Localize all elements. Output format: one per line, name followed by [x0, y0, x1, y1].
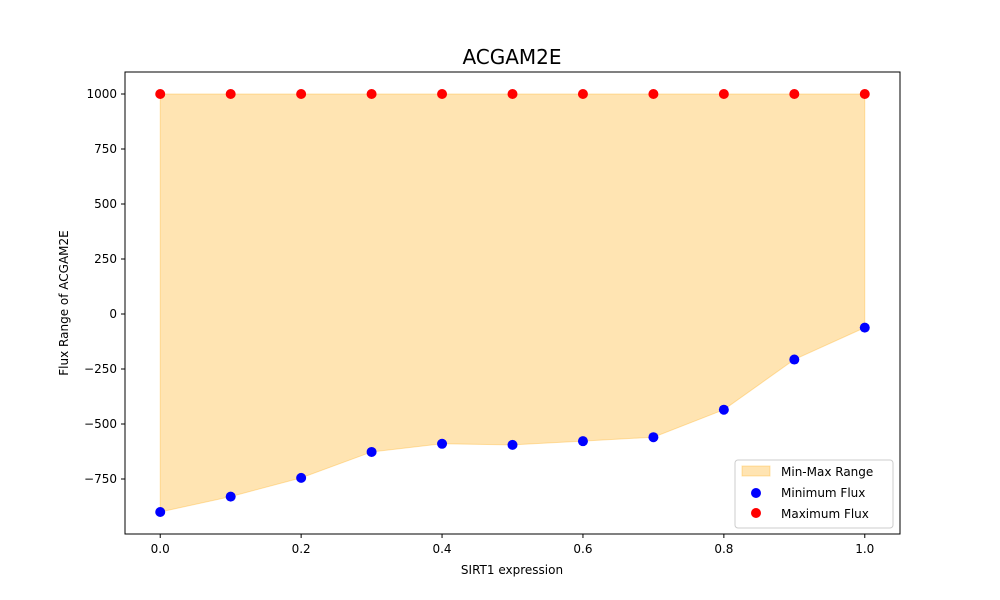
min-flux-point: [155, 507, 166, 517]
max-flux-point: [789, 89, 800, 99]
legend-label-range: Min-Max Range: [781, 465, 873, 479]
x-axis-label: SIRT1 expression: [461, 563, 563, 577]
y-tick-label: 1000: [86, 87, 117, 101]
y-tick-label: −500: [84, 417, 117, 431]
max-flux-point: [577, 89, 588, 99]
max-flux-point: [507, 89, 518, 99]
legend: Min-Max Range Minimum Flux Maximum Flux: [734, 459, 894, 529]
x-tick-label: 0.0: [151, 542, 170, 556]
min-flux-point: [507, 439, 518, 450]
min-flux-point: [859, 322, 870, 333]
x-tick-label: 1.0: [855, 542, 874, 556]
min-flux-point: [577, 436, 588, 447]
x-tick-label: 0.8: [714, 542, 733, 556]
max-flux-point: [648, 89, 659, 99]
y-tick-label: 750: [94, 142, 117, 156]
legend-swatch-range: [741, 465, 771, 477]
legend-label-max: Maximum Flux: [781, 507, 869, 521]
x-axis-ticks: 0.0 0.2 0.4 0.6 0.8 1.0: [151, 534, 874, 556]
min-flux-point: [648, 432, 659, 443]
points-layer: [155, 89, 870, 517]
legend-marker-min: [751, 488, 761, 498]
legend-marker-max: [751, 508, 761, 518]
chart-title: ACGAM2E: [462, 45, 561, 69]
max-flux-point: [366, 89, 377, 99]
max-flux-point: [437, 89, 448, 99]
x-tick-label: 0.6: [573, 542, 592, 556]
min-flux-point: [718, 404, 729, 415]
min-flux-point: [296, 472, 307, 483]
min-flux-point: [225, 491, 236, 502]
plot-frame: [124, 71, 901, 535]
y-tick-label: 250: [94, 252, 117, 266]
max-flux-point: [155, 89, 166, 99]
min-flux-point: [437, 438, 448, 449]
y-tick-label: −250: [84, 362, 117, 376]
max-flux-point: [718, 89, 729, 99]
y-axis-ticks: −750 −500 −250 0 250 500 750 1000: [84, 87, 125, 486]
x-tick-label: 0.2: [292, 542, 311, 556]
min-flux-point: [366, 446, 377, 457]
max-flux-point: [859, 89, 870, 99]
max-flux-point: [296, 89, 307, 99]
legend-box: [734, 459, 894, 529]
y-tick-label: −750: [84, 472, 117, 486]
max-flux-point: [225, 89, 236, 99]
y-tick-label: 500: [94, 197, 117, 211]
x-tick-label: 0.4: [432, 542, 451, 556]
legend-label-min: Minimum Flux: [781, 486, 865, 500]
y-tick-label: 0: [109, 307, 117, 321]
min-flux-point: [789, 354, 800, 365]
y-axis-label: Flux Range of ACGAM2E: [57, 230, 71, 375]
